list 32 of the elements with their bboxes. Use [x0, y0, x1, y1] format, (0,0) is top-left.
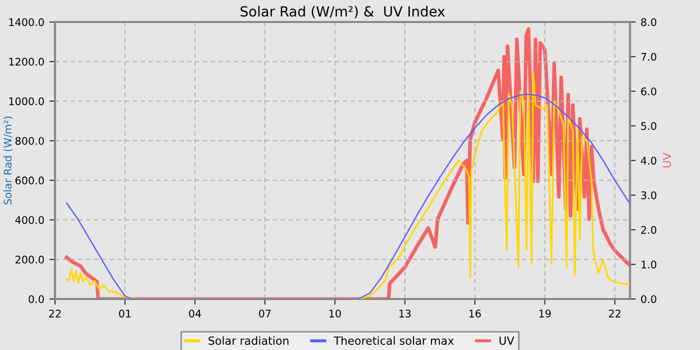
y-axis-title: Solar Rad (W/m²): [4, 116, 13, 205]
legend-label: Theoretical solar max: [334, 336, 454, 345]
y2-tick-label: 8.0: [641, 18, 656, 26]
legend-label: Solar radiation: [208, 336, 288, 345]
y2-tick-label: 5.0: [641, 122, 656, 130]
chart-title: Solar Rad (W/m²) & UV Index: [240, 6, 445, 18]
y-tick-label: 1200.0: [9, 58, 44, 66]
y-tick-label: 200.0: [16, 256, 44, 264]
x-tick-label: 22: [49, 310, 61, 318]
y2-tick-label: 4.0: [640, 156, 656, 165]
x-tick-label: 01: [119, 310, 131, 318]
x-tick-label: 19: [539, 310, 551, 318]
y2-tick-label: 7.0: [641, 52, 656, 61]
y-tick-label: 400.0: [15, 216, 44, 224]
x-tick-label: 07: [259, 310, 271, 318]
y2-axis-title: UV: [662, 152, 672, 168]
x-tick-label: 10: [329, 310, 341, 318]
y-tick-label: 1400.0: [9, 18, 44, 26]
y-tick-label: 600.0: [15, 176, 44, 184]
y2-tick-label: 6.0: [641, 87, 656, 96]
y2-tick-label: 0.0: [641, 295, 656, 304]
y2-tick-label: 3.0: [641, 191, 656, 200]
x-tick-label: 13: [399, 310, 411, 318]
x-tick-label: 22: [608, 310, 620, 318]
legend-label: UV: [500, 336, 514, 345]
x-tick-label: 04: [189, 310, 202, 318]
y-tick-label: 800.0: [15, 136, 44, 145]
y2-tick-label: 2.0: [641, 226, 656, 234]
y-tick-label: 1000.0: [9, 97, 44, 106]
y-tick-label: 0.0: [28, 295, 44, 304]
x-tick-label: 16: [469, 310, 481, 318]
y2-tick-label: 1.0: [642, 260, 656, 268]
